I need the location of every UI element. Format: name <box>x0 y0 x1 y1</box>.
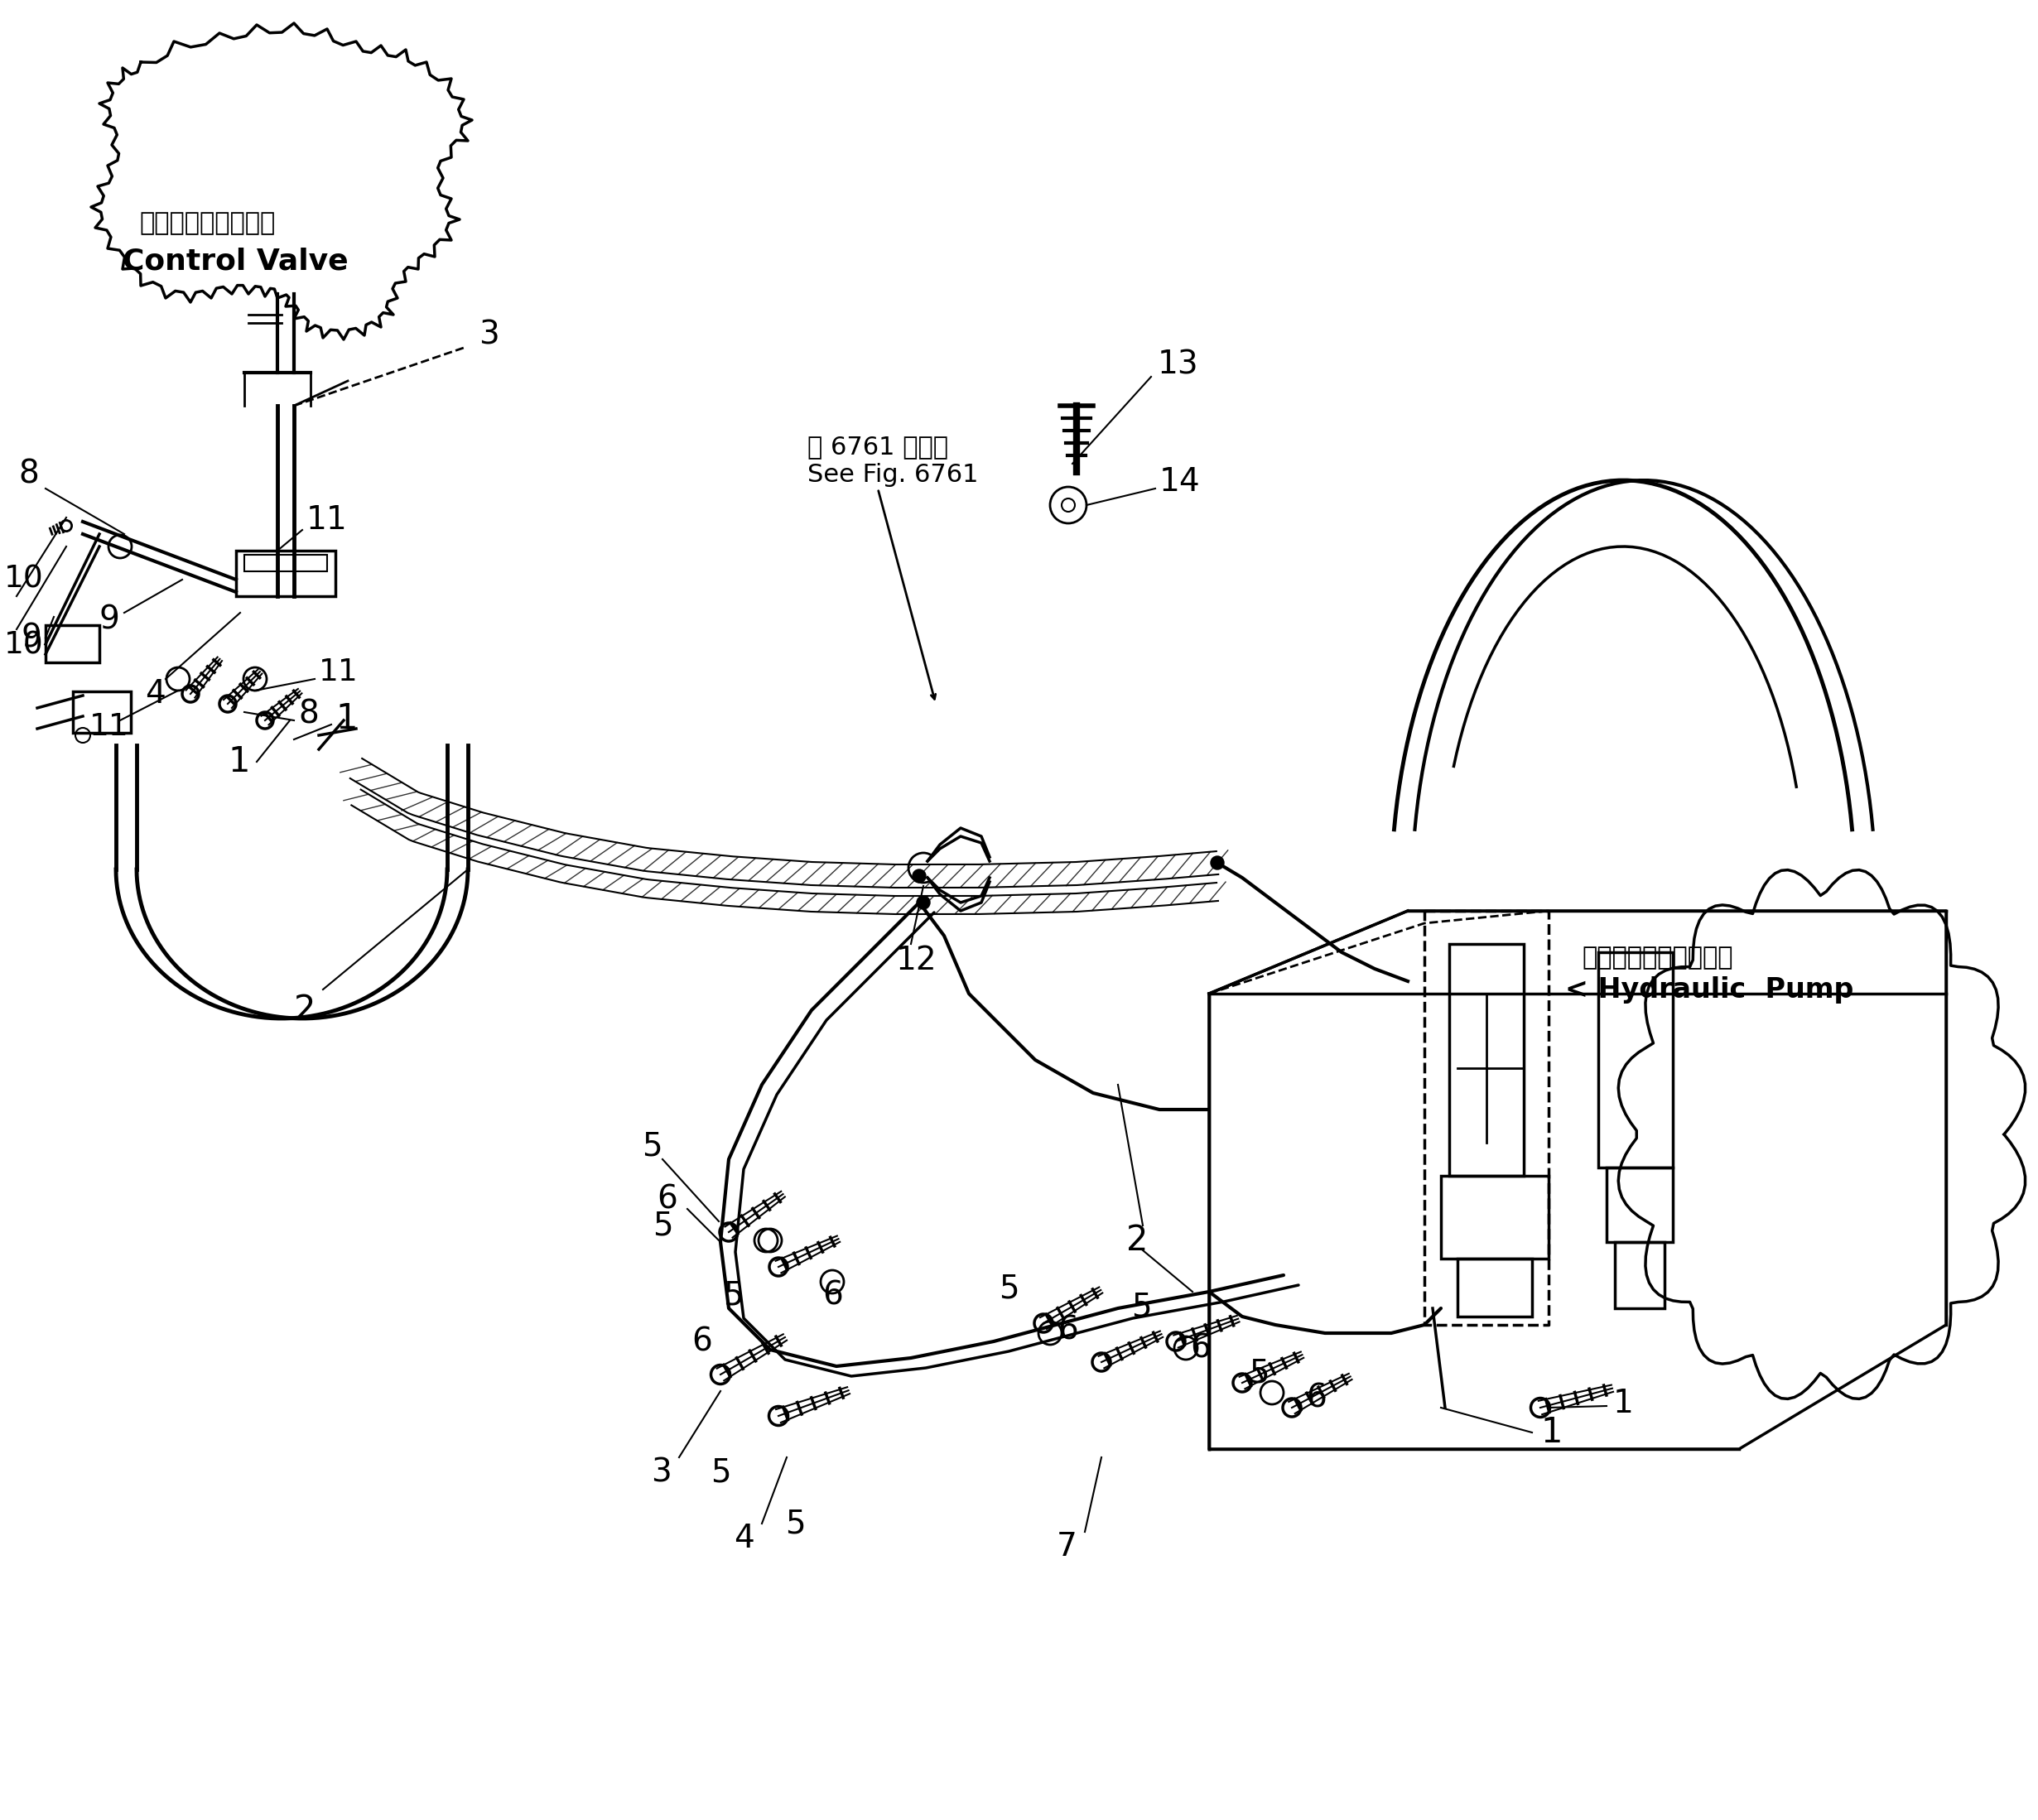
Text: 8: 8 <box>298 699 318 730</box>
Bar <box>1441 1176 1549 1259</box>
Bar <box>236 551 336 597</box>
Text: See Fig. 6761: See Fig. 6761 <box>807 462 978 488</box>
Text: 13: 13 <box>1158 349 1198 380</box>
Text: 5: 5 <box>652 1210 673 1241</box>
Bar <box>73 692 130 733</box>
Text: 6: 6 <box>1306 1383 1327 1414</box>
Bar <box>1449 945 1524 1176</box>
Text: コントロールバルブ: コントロールバルブ <box>139 211 275 235</box>
Text: 10: 10 <box>4 632 43 661</box>
Bar <box>245 555 328 571</box>
Text: 1: 1 <box>336 701 357 735</box>
Text: 4: 4 <box>734 1523 754 1554</box>
Text: ハイドロリックポンプ: ハイドロリックポンプ <box>1581 946 1732 970</box>
Text: 1: 1 <box>228 744 251 779</box>
Text: 3: 3 <box>479 320 499 351</box>
Polygon shape <box>927 837 990 910</box>
Text: 6: 6 <box>656 1183 677 1214</box>
Text: < Hydraulic  Pump: < Hydraulic Pump <box>1565 976 1855 1003</box>
Text: 7: 7 <box>1056 1531 1076 1563</box>
Bar <box>1598 952 1673 1167</box>
Text: 6: 6 <box>1058 1314 1078 1347</box>
Text: 第 6761 図参照: 第 6761 図参照 <box>807 435 948 459</box>
Text: 1: 1 <box>1614 1389 1634 1420</box>
Text: 2: 2 <box>1127 1223 1147 1258</box>
Circle shape <box>1211 855 1225 870</box>
Text: 5: 5 <box>785 1507 805 1540</box>
Polygon shape <box>927 828 990 903</box>
Text: 5: 5 <box>711 1456 732 1489</box>
Bar <box>45 624 100 662</box>
Text: 6: 6 <box>693 1325 713 1358</box>
Text: 8: 8 <box>18 459 39 490</box>
Text: 9: 9 <box>20 622 41 653</box>
Bar <box>1606 1167 1673 1241</box>
Text: 5: 5 <box>642 1130 662 1163</box>
Circle shape <box>917 895 929 910</box>
Bar <box>1457 1259 1533 1316</box>
Text: 3: 3 <box>650 1456 671 1489</box>
Text: 2: 2 <box>293 992 316 1028</box>
Text: 5: 5 <box>999 1274 1019 1305</box>
Text: Control Valve: Control Valve <box>122 248 348 275</box>
Text: 11: 11 <box>90 712 128 743</box>
Text: 6: 6 <box>1190 1332 1211 1365</box>
Text: 11: 11 <box>306 504 348 535</box>
Text: 10: 10 <box>4 564 43 595</box>
Text: 9: 9 <box>100 604 120 635</box>
Text: 14: 14 <box>1160 466 1200 497</box>
Text: 12: 12 <box>897 945 937 976</box>
Text: 1: 1 <box>1541 1416 1563 1451</box>
Circle shape <box>913 870 925 883</box>
Text: 6: 6 <box>823 1279 844 1312</box>
Text: 5: 5 <box>723 1279 744 1312</box>
Bar <box>1614 1241 1665 1309</box>
Text: 11: 11 <box>318 657 359 688</box>
Text: 4: 4 <box>145 679 165 710</box>
Text: 5: 5 <box>1249 1358 1270 1389</box>
Text: 5: 5 <box>1131 1292 1151 1323</box>
